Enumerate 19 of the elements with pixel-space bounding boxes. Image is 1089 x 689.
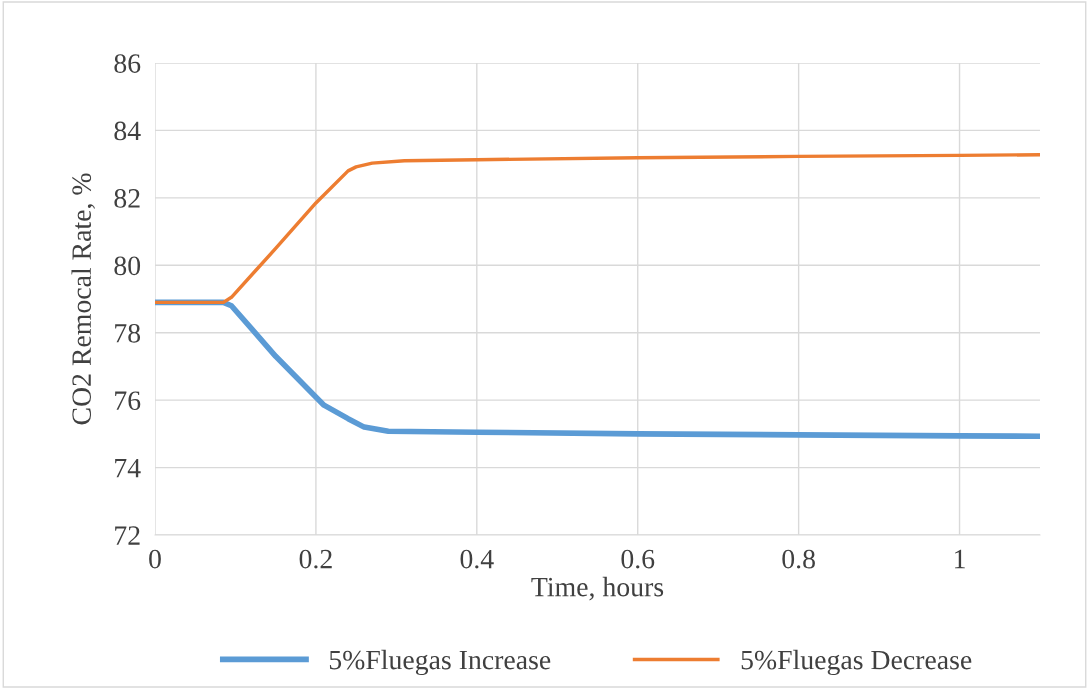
x-tick-label: 0 (149, 549, 161, 569)
x-tick-label: 0.6 (621, 549, 655, 569)
y-tick-label: 86 (114, 54, 141, 73)
y-tick-label: 78 (115, 323, 141, 343)
y-tick-label: 84 (114, 121, 141, 141)
y-tick-label: 74 (115, 458, 141, 478)
x-tick-label: 0.2 (299, 549, 332, 569)
y-axis-title: CO2 Remocal Rate, % (71, 173, 96, 425)
y-tick-label: 80 (114, 256, 141, 276)
y-tick-label: 76 (115, 391, 141, 411)
legend-label: 5%Fluegas Decrease (741, 649, 972, 676)
legend-label: 5%Fluegas Increase (329, 649, 551, 676)
line-series (155, 152, 1040, 305)
x-axis-title: Time, hours (531, 576, 664, 601)
y-tick-label: 72 (115, 526, 140, 545)
x-tick-label: 0.4 (460, 549, 494, 569)
x-tick-label: 1 (955, 549, 965, 569)
x-tick-label: 0.8 (782, 549, 815, 569)
y-tick-label: 82 (114, 189, 140, 208)
